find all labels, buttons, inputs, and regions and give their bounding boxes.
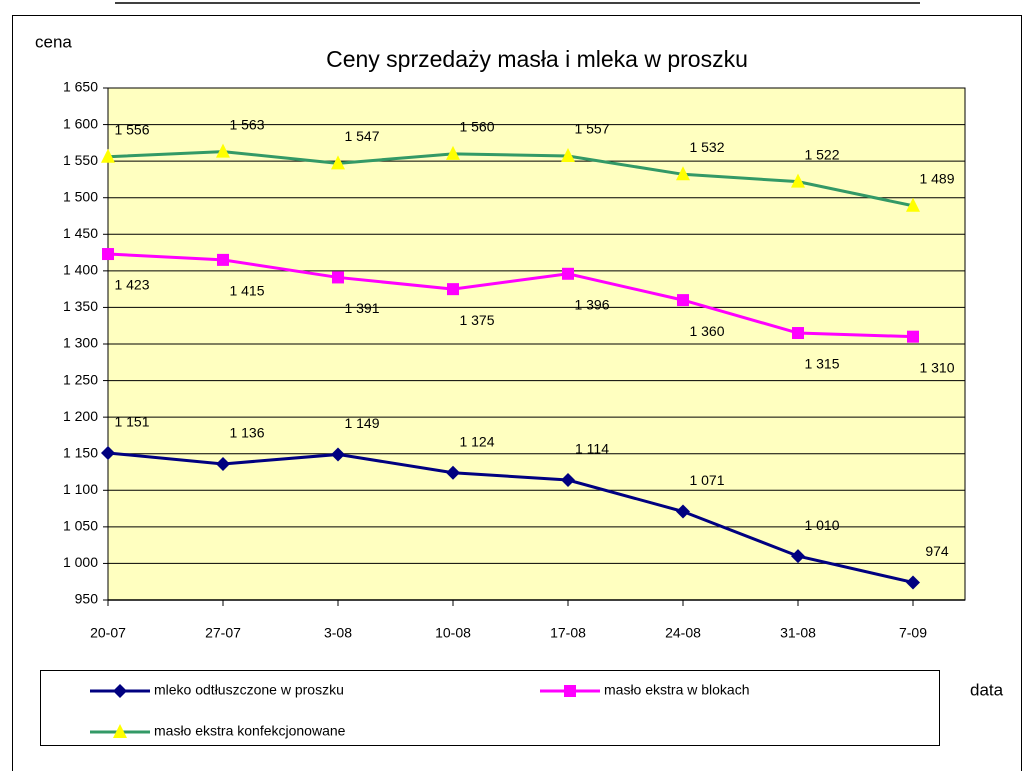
data-label: 1 010 (804, 517, 839, 533)
marker (101, 445, 115, 460)
data-label: 1 114 (575, 441, 609, 457)
data-label: 1 415 (229, 283, 264, 299)
series-line (107, 252, 914, 339)
marker (906, 575, 920, 590)
marker (564, 685, 576, 697)
data-label: 1 423 (114, 277, 149, 293)
data-label: 974 (925, 543, 949, 559)
data-label: 1 557 (574, 121, 609, 137)
marker (791, 549, 805, 564)
y-tick-label: 1 600 (63, 115, 98, 131)
marker (447, 283, 459, 296)
y-tick-label: 1 250 (63, 371, 98, 387)
y-tick-label: 1 100 (63, 481, 98, 497)
x-tick-label: 20-07 (90, 625, 126, 641)
data-label: 1 391 (344, 300, 379, 316)
marker (101, 148, 115, 163)
data-label: 1 124 (459, 433, 494, 449)
y-tick-label: 1 650 (63, 79, 98, 95)
x-axis-title: data (970, 680, 1004, 699)
marker (792, 327, 804, 340)
marker (331, 447, 345, 462)
data-label: 1 489 (919, 170, 954, 186)
marker (446, 145, 460, 160)
marker (446, 465, 460, 480)
legend-label: masło ekstra konfekcjonowane (154, 723, 346, 739)
y-tick-label: 1 500 (63, 188, 98, 204)
data-label: 1 315 (804, 356, 839, 372)
marker (331, 155, 345, 170)
data-label: 1 310 (919, 359, 954, 375)
chart-title: Ceny sprzedaży masła i mleka w proszku (326, 46, 748, 72)
marker (216, 143, 230, 158)
marker (102, 248, 114, 261)
data-label: 1 556 (114, 121, 149, 137)
y-tick-label: 1 000 (63, 554, 98, 570)
y-tick-label: 1 550 (63, 152, 98, 168)
data-label: 1 071 (689, 472, 724, 488)
y-tick-label: 1 450 (63, 225, 98, 241)
marker (113, 684, 127, 698)
y-tick-label: 1 200 (63, 408, 98, 424)
data-label: 1 375 (459, 312, 494, 328)
marker (676, 166, 690, 181)
chart-frame (12, 15, 1022, 771)
x-tick-label: 27-07 (205, 625, 241, 641)
x-tick-label: 17-08 (550, 625, 586, 641)
series-line (107, 451, 914, 584)
data-label: 1 136 (229, 425, 264, 441)
x-tick-label: 7-09 (899, 625, 927, 641)
y-tick-label: 1 050 (63, 518, 98, 534)
marker (677, 294, 689, 307)
marker (217, 253, 229, 266)
legend-label: mleko odtłuszczone w proszku (154, 682, 344, 698)
data-label: 1 396 (574, 296, 609, 312)
data-label: 1 563 (229, 116, 264, 132)
x-tick-label: 24-08 (665, 625, 701, 641)
y-axis-title: cena (35, 32, 72, 51)
data-label: 1 560 (459, 119, 494, 135)
marker (561, 473, 575, 488)
data-label: 1 547 (344, 128, 379, 144)
marker (561, 148, 575, 163)
marker (562, 267, 574, 280)
marker (906, 197, 920, 212)
x-tick-label: 3-08 (324, 625, 352, 641)
marker (907, 330, 919, 343)
data-label: 1 149 (344, 415, 379, 431)
marker (676, 504, 690, 519)
y-tick-label: 1 300 (63, 335, 98, 351)
x-tick-label: 10-08 (435, 625, 471, 641)
marker (216, 456, 230, 471)
data-label: 1 522 (804, 146, 839, 162)
data-label: 1 532 (689, 139, 724, 155)
data-label: 1 360 (689, 323, 724, 339)
y-tick-label: 950 (75, 591, 99, 607)
series-line (107, 150, 914, 208)
marker (113, 724, 127, 738)
y-tick-label: 1 350 (63, 298, 98, 314)
marker (791, 173, 805, 188)
legend-label: masło ekstra w blokach (604, 682, 750, 698)
legend-box (40, 670, 940, 746)
marker (332, 271, 344, 284)
y-tick-label: 1 150 (63, 444, 98, 460)
y-tick-label: 1 400 (63, 262, 98, 278)
x-tick-label: 31-08 (780, 625, 816, 641)
data-label: 1 151 (114, 414, 149, 430)
